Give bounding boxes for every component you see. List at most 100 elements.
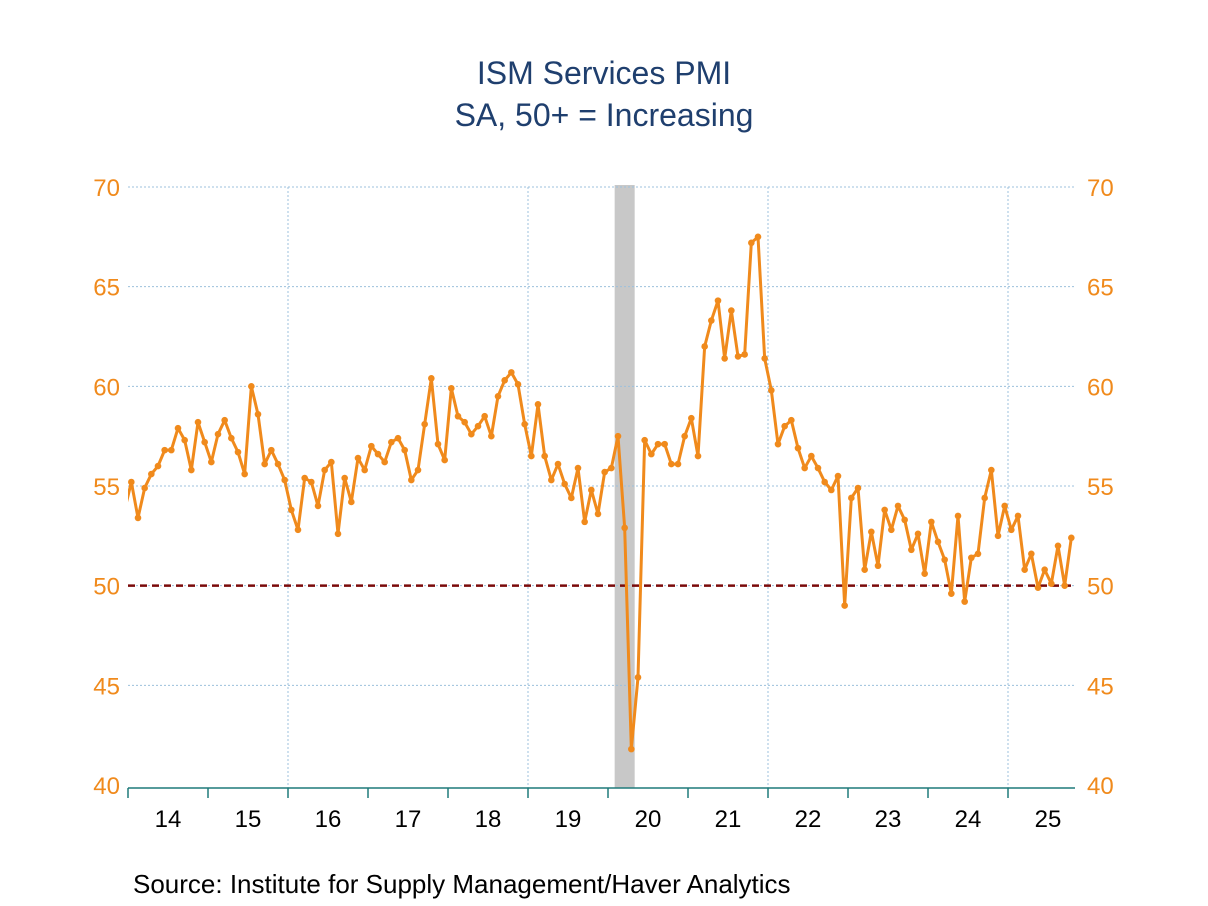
data-point bbox=[901, 516, 908, 524]
data-point bbox=[494, 393, 502, 400]
data-point bbox=[914, 530, 922, 538]
data-point bbox=[301, 474, 308, 482]
data-point bbox=[281, 476, 288, 484]
data-point bbox=[788, 416, 795, 424]
y-tick-label-left: 50 bbox=[93, 574, 120, 601]
data-point bbox=[934, 538, 942, 546]
data-point bbox=[541, 452, 548, 460]
data-point bbox=[128, 478, 135, 486]
data-point bbox=[814, 464, 822, 472]
data-point bbox=[841, 602, 848, 609]
data-point bbox=[341, 474, 348, 482]
x-tick-label: 16 bbox=[315, 806, 342, 833]
data-point bbox=[554, 460, 562, 468]
data-point bbox=[501, 377, 508, 384]
y-tick-label-right: 60 bbox=[1087, 374, 1114, 401]
data-point bbox=[688, 414, 695, 422]
data-point bbox=[574, 464, 582, 472]
data-point bbox=[241, 470, 248, 478]
data-point bbox=[481, 412, 488, 420]
y-tick-label-right: 50 bbox=[1087, 574, 1114, 601]
data-point bbox=[734, 353, 742, 360]
data-point bbox=[674, 460, 682, 468]
x-tick-label: 23 bbox=[875, 806, 902, 833]
data-point bbox=[661, 440, 668, 448]
data-point bbox=[514, 381, 522, 388]
y-tick-label-right: 65 bbox=[1087, 275, 1114, 302]
data-point bbox=[694, 452, 702, 460]
data-point bbox=[1054, 542, 1062, 550]
data-point bbox=[594, 510, 602, 518]
data-point bbox=[548, 476, 555, 484]
data-point bbox=[454, 412, 462, 420]
data-point bbox=[681, 432, 688, 440]
data-point bbox=[1048, 580, 1055, 587]
data-point bbox=[361, 466, 368, 474]
data-point bbox=[721, 355, 728, 362]
data-point bbox=[801, 464, 808, 472]
data-point bbox=[854, 484, 862, 492]
data-point bbox=[634, 674, 642, 681]
data-point bbox=[888, 526, 895, 534]
data-point bbox=[601, 468, 608, 476]
data-point bbox=[754, 233, 762, 241]
data-point bbox=[308, 478, 315, 486]
data-point bbox=[528, 452, 535, 460]
data-point bbox=[614, 432, 622, 440]
data-point bbox=[141, 484, 148, 492]
data-point bbox=[474, 422, 482, 430]
y-tick-label-right: 70 bbox=[1087, 175, 1114, 202]
data-point bbox=[974, 550, 982, 558]
data-point bbox=[354, 454, 362, 462]
y-tick-label-right: 45 bbox=[1087, 673, 1114, 700]
data-point bbox=[728, 307, 735, 314]
data-point bbox=[448, 385, 455, 392]
data-point bbox=[394, 434, 402, 442]
data-point bbox=[1034, 584, 1042, 591]
x-tick-label: 17 bbox=[395, 806, 422, 833]
data-point bbox=[401, 446, 408, 454]
data-point bbox=[154, 462, 162, 470]
data-point bbox=[994, 532, 1002, 540]
data-point bbox=[201, 438, 208, 446]
data-point bbox=[1021, 566, 1028, 574]
data-point bbox=[868, 528, 875, 536]
data-point bbox=[441, 456, 448, 464]
y-tick-label-right: 55 bbox=[1087, 474, 1114, 501]
data-point bbox=[428, 375, 435, 382]
data-point bbox=[874, 562, 882, 570]
data-point bbox=[534, 400, 542, 408]
y-tick-label-left: 40 bbox=[93, 773, 120, 800]
data-point bbox=[334, 530, 342, 538]
data-point bbox=[148, 470, 155, 478]
data-point bbox=[468, 430, 475, 438]
y-tick-label-left: 65 bbox=[93, 275, 120, 302]
data-point bbox=[321, 466, 328, 474]
data-point bbox=[168, 446, 175, 454]
data-point bbox=[708, 317, 715, 324]
data-point bbox=[668, 460, 675, 468]
data-point bbox=[568, 494, 575, 502]
data-point bbox=[588, 486, 595, 494]
data-point bbox=[294, 526, 302, 534]
data-point bbox=[774, 440, 782, 448]
data-point bbox=[561, 480, 568, 488]
data-point bbox=[488, 432, 495, 440]
data-point bbox=[654, 440, 662, 448]
data-point bbox=[581, 518, 588, 526]
x-tick-label: 14 bbox=[155, 806, 182, 833]
data-point bbox=[268, 446, 275, 454]
data-point bbox=[248, 383, 255, 390]
data-point bbox=[234, 448, 242, 456]
data-point bbox=[174, 424, 182, 432]
data-point bbox=[288, 506, 295, 514]
data-point bbox=[188, 466, 195, 474]
data-point bbox=[388, 438, 395, 446]
data-point bbox=[374, 450, 382, 458]
data-point bbox=[961, 598, 968, 605]
data-point bbox=[161, 446, 168, 454]
y-tick-label-left: 70 bbox=[93, 175, 120, 202]
data-point bbox=[908, 546, 915, 554]
data-point bbox=[848, 494, 855, 502]
data-point bbox=[214, 430, 222, 438]
